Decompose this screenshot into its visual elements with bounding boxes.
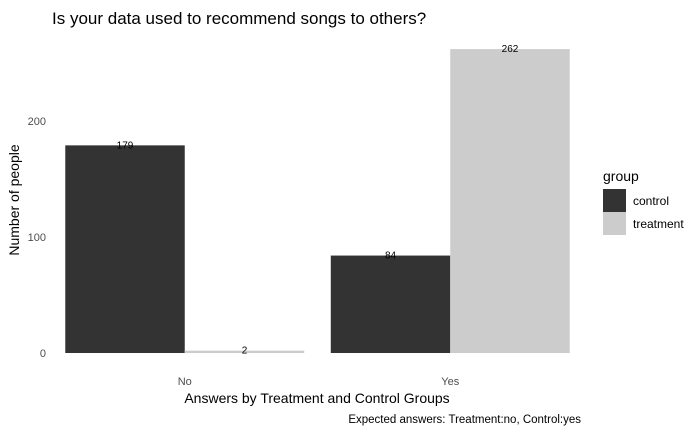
data-label: 179 xyxy=(117,140,134,151)
y-axis-ticks: 0 100 200 xyxy=(28,116,46,360)
legend: group control treatment xyxy=(603,168,684,235)
bar-treatment-yes xyxy=(450,49,570,353)
y-tick-label: 200 xyxy=(28,116,46,128)
bar-control-no xyxy=(65,145,185,353)
x-tick-label: Yes xyxy=(441,376,459,388)
y-tick-label: 0 xyxy=(40,348,46,360)
bar-treatment-no xyxy=(184,350,305,353)
legend-label-control: control xyxy=(633,194,669,208)
legend-label-treatment: treatment xyxy=(633,217,684,231)
legend-key-control xyxy=(603,189,626,212)
legend-title: group xyxy=(603,168,639,184)
data-label: 84 xyxy=(385,251,397,262)
x-axis-ticks: No Yes xyxy=(178,376,460,388)
data-labels: 179 2 84 262 xyxy=(117,44,519,357)
bar-control-yes xyxy=(330,255,451,353)
data-label: 2 xyxy=(242,346,248,357)
chart-title: Is your data used to recommend songs to … xyxy=(52,9,426,28)
x-axis-title: Answers by Treatment and Control Groups xyxy=(184,390,449,406)
data-label: 262 xyxy=(502,44,519,55)
x-tick-label: No xyxy=(178,376,192,388)
y-tick-label: 100 xyxy=(28,232,46,244)
y-axis-title: Number of people xyxy=(6,144,22,256)
chart-caption: Expected answers: Treatment:no, Control:… xyxy=(348,414,581,426)
bars xyxy=(65,49,570,353)
legend-key-treatment xyxy=(603,212,626,235)
